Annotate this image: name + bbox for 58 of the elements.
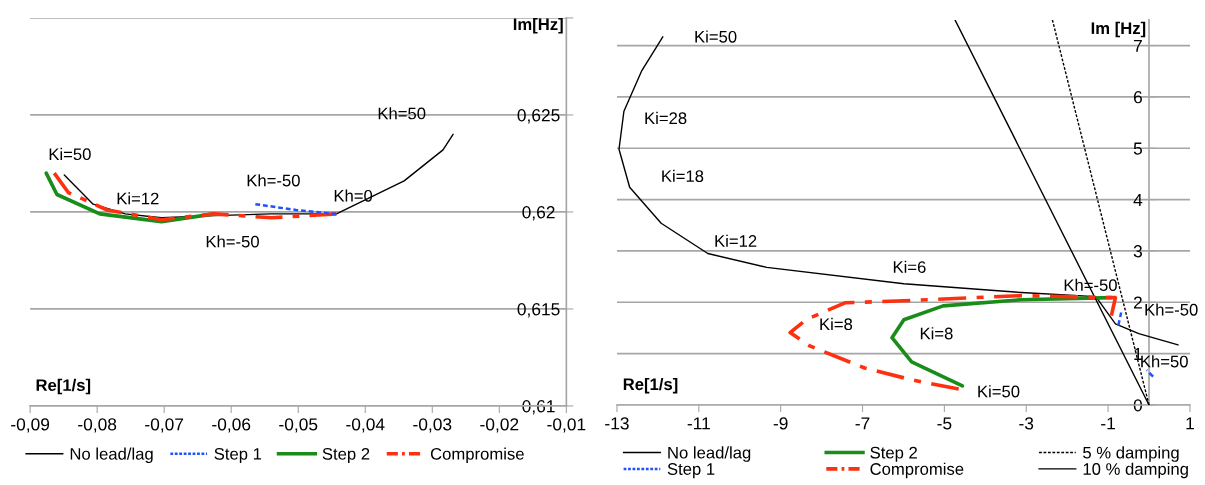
y-tick-label: 6 xyxy=(1133,91,1142,104)
annotation: Ki=18 xyxy=(662,169,704,183)
annotation: Kh=0 xyxy=(334,189,373,202)
legend-label: Step 2 xyxy=(322,447,370,464)
legend-label: Step 2 xyxy=(870,446,917,462)
x-tick-label: -1 xyxy=(1101,417,1115,430)
y-tick-label: 2 xyxy=(1133,296,1142,309)
x-tick-label: -0,06 xyxy=(212,418,251,433)
x-tick-label: -3 xyxy=(1019,417,1034,430)
annotation: Ki=8 xyxy=(820,317,853,331)
legend-label: Compromise xyxy=(870,462,964,479)
legend-label: 5 % damping xyxy=(1083,446,1179,462)
annotation: Kh=-50 xyxy=(206,235,259,248)
annotation: Ki=50 xyxy=(695,30,737,43)
annotation: Kh=-50 xyxy=(247,174,300,187)
y-tick-label: 4 xyxy=(1133,193,1143,206)
x-tick-label: -0,02 xyxy=(480,418,519,433)
x-axis-title: Re[1/s] xyxy=(623,377,678,394)
y-tick-label: 0,615 xyxy=(517,303,560,318)
y-tick-label: 0 xyxy=(1133,399,1143,412)
annotation: Ki=12 xyxy=(715,234,757,247)
annotation: Ki=12 xyxy=(117,192,159,205)
x-tick-label: -0,04 xyxy=(346,418,385,433)
x-tick-label: 1 xyxy=(1186,417,1194,430)
x-tick-label: -0,07 xyxy=(145,418,184,433)
legend-label: Compromise xyxy=(430,447,524,464)
x-axis-title: Re[1/s] xyxy=(36,378,91,395)
y-tick-label: 1 xyxy=(1134,347,1142,360)
legend-label: 10 % damping xyxy=(1083,462,1188,479)
x-tick-label: -0,05 xyxy=(279,418,318,433)
annotation: Ki=50 xyxy=(978,385,1020,398)
y-tick-label: 3 xyxy=(1133,245,1142,258)
y-axis-title: Im[Hz] xyxy=(513,17,563,34)
legend-label: No lead/lag xyxy=(668,446,751,462)
x-tick-label: -11 xyxy=(687,417,710,430)
legend-label: Step 1 xyxy=(214,447,262,464)
x-tick-label: -0,01 xyxy=(547,418,586,433)
x-tick-label: -7 xyxy=(855,417,870,430)
x-tick-label: -0,08 xyxy=(78,418,117,433)
annotation: Ki=8 xyxy=(920,327,953,340)
y-tick-label: 7 xyxy=(1133,39,1142,52)
y-tick-label: 0,625 xyxy=(517,109,560,124)
annotation: Ki=50 xyxy=(49,147,91,161)
annotation: Ki=28 xyxy=(645,111,687,125)
x-tick-label: -0,09 xyxy=(11,418,50,433)
annotation: Kh=50 xyxy=(378,107,426,120)
legend-label: Step 1 xyxy=(667,463,715,479)
annotation: Kh=-50 xyxy=(1145,303,1198,316)
x-tick-label: -0,03 xyxy=(413,418,452,433)
y-tick-label: 0,62 xyxy=(522,206,555,221)
legend-label: No lead/lag xyxy=(70,447,153,464)
x-tick-label: -5 xyxy=(937,417,952,430)
y-tick-label: 5 xyxy=(1133,142,1142,155)
annotation: Ki=6 xyxy=(893,260,926,273)
y-axis-title: Im [Hz] xyxy=(1091,21,1146,38)
x-tick-label: -9 xyxy=(773,417,788,430)
x-tick-label: -13 xyxy=(605,417,629,430)
annotation: Kh=50 xyxy=(1141,355,1188,368)
